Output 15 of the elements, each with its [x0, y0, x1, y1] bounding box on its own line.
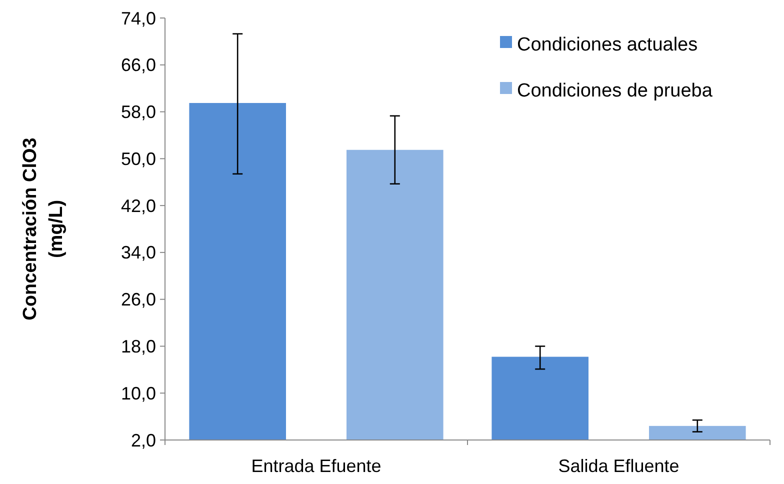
y-axis-title: Concentración ClO3 (mg/L)	[20, 138, 67, 320]
y-tick-label: 58,0	[120, 102, 156, 122]
y-tick-label: 66,0	[120, 55, 156, 76]
y-tick-label: 42,0	[120, 196, 156, 216]
legend-label: Condiciones actuales	[517, 34, 698, 56]
legend-label: Condiciones de prueba	[517, 80, 713, 102]
y-tick-label: 34,0	[120, 242, 156, 263]
x-tick-label: Salida Efluente	[558, 456, 680, 476]
y-tick-label: 26,0	[120, 290, 156, 310]
y-tick-label: 10,0	[120, 383, 156, 404]
y-tick-label: 18,0	[120, 336, 156, 357]
x-tick-label: Entrada Efuente	[251, 456, 382, 476]
y-tick-label: 50,0	[120, 148, 156, 169]
y-tick-label: 2,0	[130, 430, 156, 450]
y-tick-label: 74,0	[120, 8, 156, 28]
